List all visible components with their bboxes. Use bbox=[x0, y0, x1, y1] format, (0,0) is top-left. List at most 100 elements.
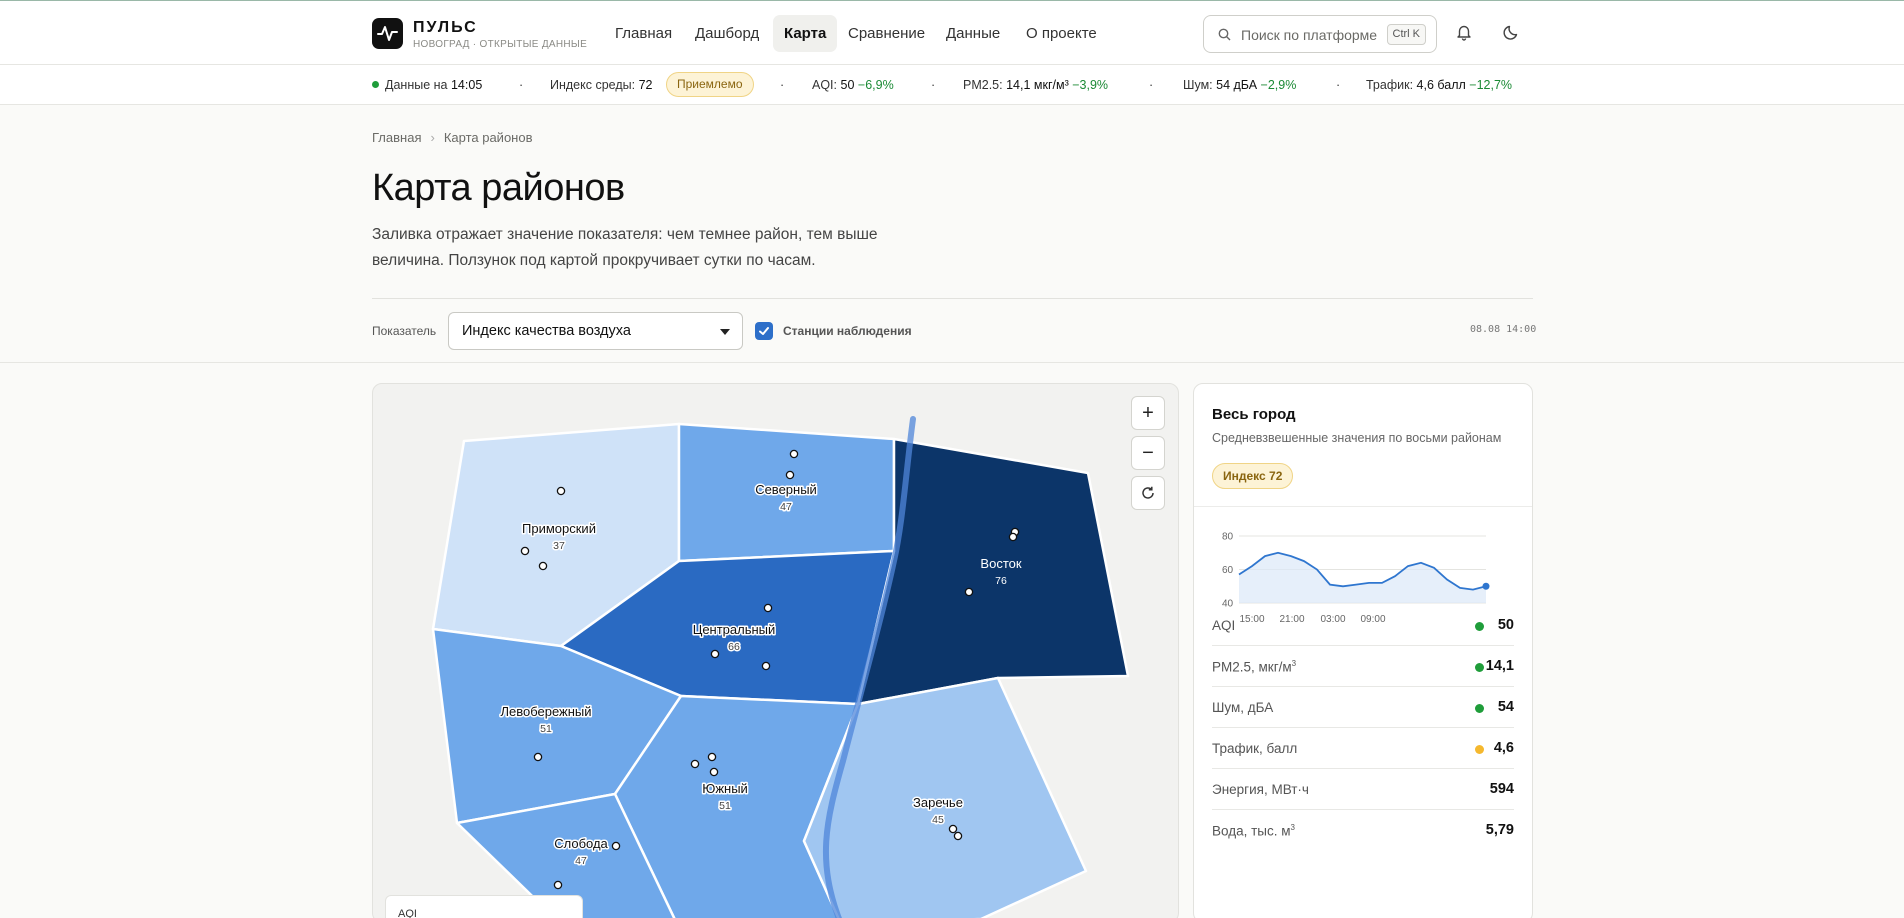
city-index-badge: Индекс 72 bbox=[1212, 463, 1294, 489]
ticker-separator: · bbox=[1149, 78, 1154, 92]
district-label-yuzhny: Южный bbox=[702, 781, 748, 796]
breadcrumb-home[interactable]: Главная bbox=[372, 130, 422, 145]
station-marker[interactable] bbox=[538, 561, 548, 571]
station-marker[interactable] bbox=[520, 546, 530, 556]
ticker-separator: · bbox=[931, 78, 936, 92]
nav-item-about[interactable]: О проекте bbox=[1026, 25, 1097, 42]
station-marker[interactable] bbox=[709, 767, 719, 777]
district-vostok[interactable] bbox=[856, 437, 1130, 706]
metric-label-wrap: PM2.5, мкг/м3 bbox=[1212, 659, 1296, 675]
station-marker[interactable] bbox=[964, 587, 974, 597]
station-marker[interactable] bbox=[761, 661, 771, 671]
bell-icon[interactable] bbox=[1455, 23, 1475, 43]
indicator-select[interactable]: Индекс качества воздуха bbox=[448, 312, 743, 350]
stations-checkbox[interactable] bbox=[755, 322, 773, 340]
sparkline-line bbox=[1238, 551, 1487, 591]
brand-name[interactable]: ПУЛЬС bbox=[413, 19, 478, 36]
legend-title: AQI bbox=[398, 908, 417, 918]
station-marker[interactable] bbox=[785, 470, 795, 480]
river bbox=[822, 416, 916, 918]
env-status-badge: Приемлемо bbox=[666, 72, 754, 97]
station-marker[interactable] bbox=[556, 486, 566, 496]
search-shortcut: Ctrl K bbox=[1386, 24, 1426, 45]
status-dot bbox=[1475, 704, 1484, 713]
metric-value: 50 bbox=[1497, 617, 1514, 633]
metric-value: 594 bbox=[1489, 781, 1514, 797]
status-dot bbox=[1475, 622, 1484, 631]
metric-value: 4,6 bbox=[1493, 740, 1514, 756]
sparkline-current-point bbox=[1482, 582, 1490, 590]
ticker-separator: · bbox=[1336, 78, 1341, 92]
map-timestamp: 08.08 14:00 bbox=[1470, 324, 1537, 335]
breadcrumb-current: Карта районов bbox=[443, 130, 533, 145]
station-markers bbox=[520, 449, 1020, 890]
station-marker[interactable] bbox=[553, 880, 563, 890]
district-map[interactable]: Приморский 37 Северный 47 Восток 76 Цент… bbox=[372, 383, 1179, 918]
station-marker[interactable] bbox=[953, 831, 963, 841]
moon-icon[interactable] bbox=[1503, 23, 1523, 43]
station-marker[interactable] bbox=[611, 841, 621, 851]
nav-item-data[interactable]: Данные bbox=[946, 25, 1001, 42]
metric-value: 5,79 bbox=[1485, 822, 1514, 838]
district-zarechye[interactable] bbox=[802, 676, 1088, 918]
metric-unit-exponent: 3 bbox=[1290, 823, 1295, 832]
sparkline-area bbox=[1239, 552, 1486, 603]
station-marker[interactable] bbox=[789, 449, 799, 459]
refresh-icon bbox=[1142, 486, 1154, 499]
zoom-in-button[interactable]: + bbox=[1131, 396, 1165, 430]
ticker-aqi: AQI: 50 −6,9% bbox=[812, 78, 894, 92]
nav-item-map[interactable]: Карта bbox=[773, 15, 838, 52]
ticker-separator: · bbox=[780, 78, 785, 92]
zoom-out-button[interactable]: − bbox=[1131, 436, 1165, 470]
divider bbox=[0, 362, 1904, 363]
ticker-data-time: Данные на 14:05 bbox=[372, 78, 482, 92]
sparkline-x-tick: 15:00 bbox=[1239, 614, 1264, 625]
district-label-primorsky: Приморский bbox=[522, 521, 596, 536]
district-value-yuzhny: 51 bbox=[719, 800, 731, 812]
metric-value: 14,1 bbox=[1485, 658, 1514, 674]
sparkline-y-tick: 40 bbox=[1222, 599, 1234, 610]
district-sloboda[interactable] bbox=[455, 792, 677, 918]
district-value-levoberezhny: 51 bbox=[540, 723, 552, 735]
district-label-levoberezhny: Левобережный bbox=[500, 704, 591, 719]
metric-label-wrap: Вода, тыс. м3 bbox=[1212, 823, 1295, 839]
ticker-noise: Шум: 54 дБА −2,9% bbox=[1183, 78, 1297, 92]
ticker-pm25: PM2.5: 14,1 мкг/м³ −3,9% bbox=[963, 78, 1109, 92]
live-dot bbox=[372, 81, 379, 88]
sparkline-y-tick: 60 bbox=[1222, 565, 1234, 576]
reset-view-button[interactable] bbox=[1131, 476, 1165, 510]
station-marker[interactable] bbox=[707, 752, 717, 762]
nav-item-home[interactable]: Главная bbox=[615, 25, 673, 42]
metric-row: Трафик, балл 4,6 bbox=[1212, 728, 1514, 769]
district-value-severny: 47 bbox=[780, 501, 792, 513]
search-input[interactable]: Поиск по платформе Ctrl K bbox=[1203, 15, 1437, 53]
district-value-sloboda: 47 bbox=[575, 855, 587, 867]
search-placeholder: Поиск по платформе bbox=[1241, 27, 1378, 43]
divider bbox=[1194, 506, 1532, 507]
metric-label: Вода, тыс. м bbox=[1212, 823, 1291, 839]
chevron-right-icon: › bbox=[430, 130, 435, 145]
station-marker[interactable] bbox=[1008, 532, 1018, 542]
divider bbox=[372, 298, 1533, 299]
nav-item-dashboard[interactable]: Дашборд bbox=[695, 25, 760, 42]
station-marker[interactable] bbox=[948, 824, 958, 834]
ticker-traffic: Трафик: 4,6 балл −12,7% bbox=[1366, 78, 1513, 92]
station-marker[interactable] bbox=[533, 752, 543, 762]
nav-item-compare[interactable]: Сравнение bbox=[848, 25, 926, 42]
station-marker[interactable] bbox=[763, 603, 773, 613]
metric-label: Трафик, балл bbox=[1212, 741, 1298, 756]
search-icon bbox=[1218, 28, 1231, 41]
station-marker[interactable] bbox=[690, 759, 700, 769]
caret-down-icon bbox=[720, 329, 730, 335]
metric-row: Энергия, МВт·ч 594 bbox=[1212, 769, 1514, 810]
city-title: Весь город bbox=[1212, 406, 1296, 423]
metric-unit-exponent: 3 bbox=[1291, 659, 1297, 668]
district-label-vostok: Восток bbox=[980, 556, 1021, 571]
map-legend: AQI bbox=[385, 895, 583, 918]
check-icon bbox=[759, 327, 769, 335]
breadcrumb: Главная › Карта районов bbox=[372, 130, 533, 145]
sparkline-y-tick: 80 bbox=[1222, 532, 1234, 543]
stations-label[interactable]: Станции наблюдения bbox=[783, 324, 912, 338]
station-marker[interactable] bbox=[710, 649, 720, 659]
pulse-logo-icon[interactable] bbox=[372, 18, 403, 49]
